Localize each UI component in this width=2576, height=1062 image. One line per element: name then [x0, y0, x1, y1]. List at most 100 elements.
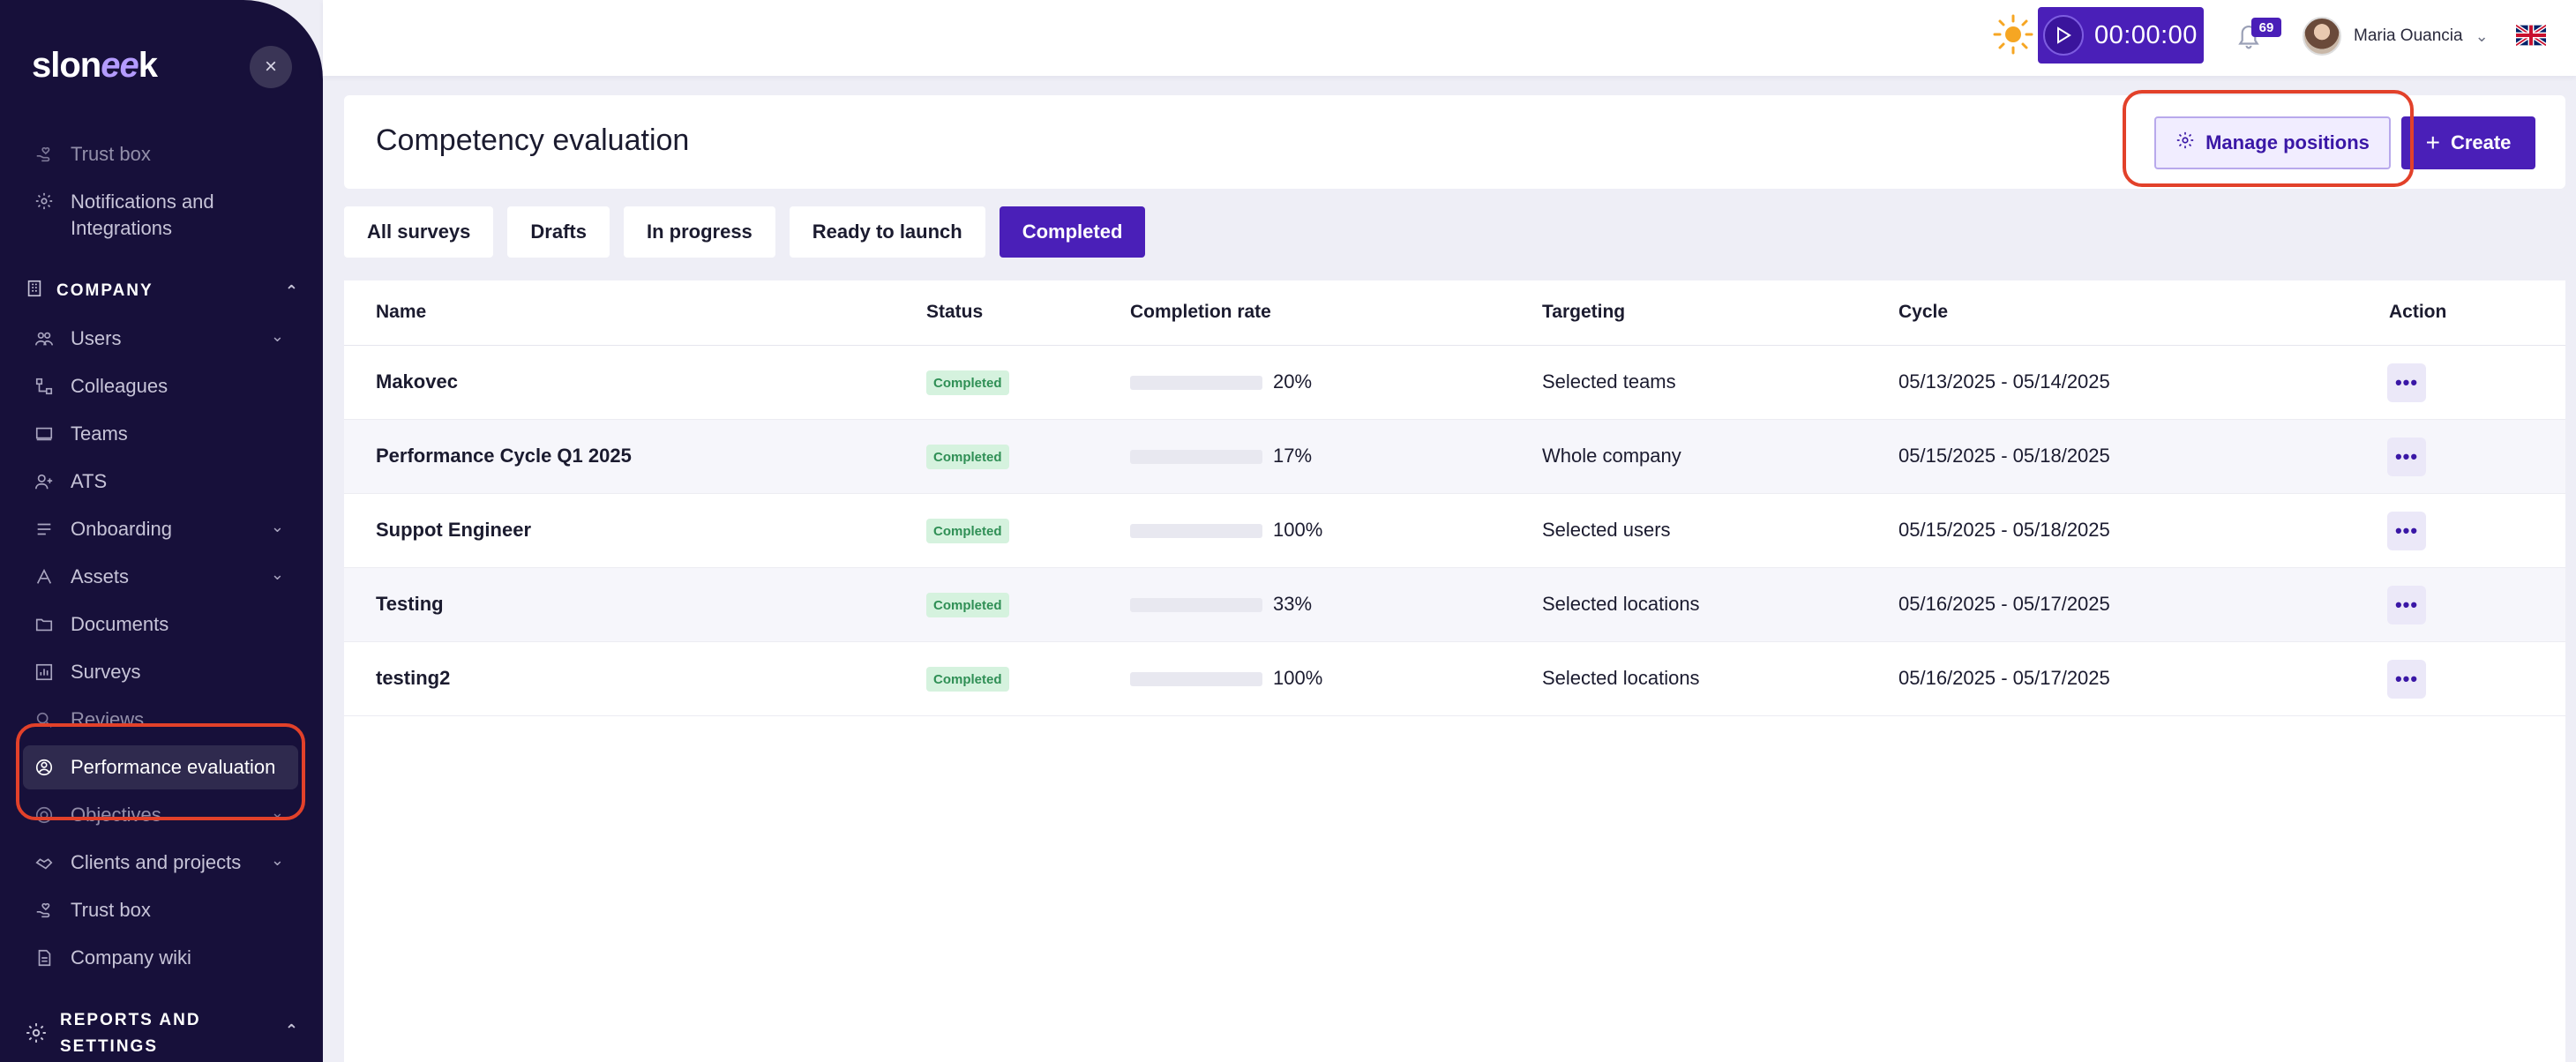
sidebar-item-label: Surveys: [71, 661, 141, 683]
completion-progress-bar: [1130, 450, 1262, 464]
tab-all-surveys[interactable]: All surveys: [344, 206, 494, 258]
completion-progress-bar: [1130, 598, 1262, 612]
row-name[interactable]: Makovec: [376, 370, 458, 393]
sidebar-item-label: Assets: [71, 565, 130, 587]
users-icon: [34, 328, 55, 349]
manage-positions-button[interactable]: Manage positions: [2154, 116, 2391, 169]
hand-heart-icon: [34, 144, 55, 165]
row-name[interactable]: Testing: [376, 593, 444, 615]
sidebar-item-colleagues[interactable]: Colleagues: [23, 364, 298, 408]
chevron-up-icon: ⌃: [284, 1021, 300, 1039]
section-reports-label-line2: SETTINGS: [60, 1037, 159, 1056]
row-actions-button[interactable]: •••: [2387, 363, 2426, 402]
timer-display: 00:00:00: [2094, 20, 2198, 49]
play-icon[interactable]: [2043, 15, 2084, 56]
bar-chart-icon: [34, 662, 55, 683]
sidebar-item-label: ATS: [71, 470, 108, 492]
completion-progress-bar: [1130, 524, 1262, 538]
gear-icon: [25, 1021, 48, 1050]
page-header: Competency evaluation Manage positions +…: [344, 95, 2565, 189]
table-row[interactable]: Makovec Completed 20% Selected teams 05/…: [344, 346, 2565, 420]
performance-icon: [34, 757, 55, 778]
sidebar-item-label: Clients and projects: [71, 851, 242, 873]
table-row[interactable]: testing2 Completed 100% Selected locatio…: [344, 642, 2565, 716]
section-company[interactable]: COMPANY ⌃: [25, 273, 300, 309]
list-icon: [34, 519, 55, 540]
column-header-completion-rate[interactable]: Completion rate: [1130, 302, 1271, 322]
more-dots-icon: •••: [2394, 520, 2419, 542]
row-actions-button[interactable]: •••: [2387, 512, 2426, 550]
column-header-targeting[interactable]: Targeting: [1542, 302, 1626, 322]
completion-rate: 100%: [1273, 519, 1323, 541]
time-tracker[interactable]: 00:00:00: [2038, 7, 2204, 64]
sidebar-item-company-wiki[interactable]: Company wiki: [23, 936, 298, 980]
sidebar-item-teams[interactable]: Teams: [23, 412, 298, 456]
targeting: Selected users: [1542, 519, 1671, 541]
sidebar-item-documents[interactable]: Documents: [23, 602, 298, 647]
completion-rate: 100%: [1273, 667, 1323, 689]
column-header-cycle[interactable]: Cycle: [1898, 302, 1949, 322]
tab-in-progress[interactable]: In progress: [623, 206, 775, 258]
tab-drafts[interactable]: Drafts: [507, 206, 610, 258]
row-actions-button[interactable]: •••: [2387, 438, 2426, 476]
row-name[interactable]: Suppot Engineer: [376, 519, 531, 541]
building-icon: [25, 278, 44, 304]
chevron-down-icon: ⌄: [2475, 26, 2489, 45]
chevron-down-icon: ⌄: [270, 851, 284, 869]
table-row[interactable]: Suppot Engineer Completed 100% Selected …: [344, 494, 2565, 568]
targeting: Selected teams: [1542, 370, 1676, 393]
row-name[interactable]: testing2: [376, 667, 451, 689]
folder-icon: [34, 614, 55, 635]
handshake-icon: [34, 852, 55, 873]
status-badge: Completed: [926, 593, 1009, 617]
create-button[interactable]: + Create: [2401, 116, 2535, 169]
sidebar-item-ats[interactable]: ATS: [23, 460, 298, 504]
page-title: Competency evaluation: [376, 123, 690, 157]
row-actions-button[interactable]: •••: [2387, 586, 2426, 624]
sidebar-item-onboarding[interactable]: Onboarding ⌄: [23, 507, 298, 551]
completion-rate: 33%: [1273, 593, 1313, 615]
tab-completed[interactable]: Completed: [999, 206, 1146, 258]
section-reports-settings[interactable]: REPORTS AND SETTINGS ⌃: [25, 1007, 300, 1058]
sidebar-item-label: Company wiki: [71, 946, 191, 969]
sidebar-item-performance-evaluation[interactable]: Performance evaluation: [23, 745, 298, 789]
wiki-icon: [34, 947, 55, 969]
uk-flag-icon[interactable]: [2516, 25, 2546, 46]
cycle-dates: 05/13/2025 - 05/14/2025: [1898, 370, 2110, 393]
sidebar-item-label: Documents: [71, 613, 169, 635]
user-menu[interactable]: Maria Ouancia ⌄: [2303, 16, 2489, 56]
create-label: Create: [2450, 131, 2512, 153]
app-logo[interactable]: sloneek: [32, 46, 158, 86]
column-header-status[interactable]: Status: [926, 302, 984, 322]
sidebar-item-label: Colleagues: [71, 375, 168, 397]
sidebar-item-label: Performance evaluation: [71, 756, 276, 778]
close-sidebar-button[interactable]: ×: [250, 46, 292, 88]
table-row[interactable]: Testing Completed 33% Selected locations…: [344, 568, 2565, 642]
logo-text: slon: [32, 46, 101, 85]
chevron-down-icon: ⌄: [270, 327, 284, 345]
cycle-dates: 05/16/2025 - 05/17/2025: [1898, 593, 2110, 615]
teams-icon: [34, 423, 55, 445]
sun-icon[interactable]: [1991, 12, 2035, 56]
logo-loop: ee: [101, 46, 139, 85]
sidebar-item-clients-projects[interactable]: Clients and projects ⌄: [23, 841, 298, 885]
sidebar-item-trust-box-top[interactable]: Trust box: [23, 132, 298, 176]
highlight-outline-sidebar: [16, 723, 305, 820]
cycle-dates: 05/16/2025 - 05/17/2025: [1898, 667, 2110, 689]
completion-rate: 17%: [1273, 445, 1313, 467]
sidebar-item-trust-box[interactable]: Trust box: [23, 888, 298, 932]
assets-icon: [34, 566, 55, 587]
sidebar-item-label: Users: [71, 327, 122, 349]
table-row[interactable]: Performance Cycle Q1 2025 Completed 17% …: [344, 420, 2565, 494]
sidebar-item-notifications[interactable]: Notifications and Integrations: [23, 183, 298, 239]
tab-ready-to-launch[interactable]: Ready to launch: [789, 206, 985, 258]
sidebar-item-label: Teams: [71, 423, 128, 445]
sidebar-item-surveys[interactable]: Surveys: [23, 650, 298, 694]
row-name[interactable]: Performance Cycle Q1 2025: [376, 445, 632, 467]
sidebar-item-assets[interactable]: Assets ⌄: [23, 555, 298, 599]
logo-suffix: k: [138, 46, 158, 85]
column-header-name[interactable]: Name: [376, 302, 427, 322]
row-actions-button[interactable]: •••: [2387, 660, 2426, 699]
sidebar-item-users[interactable]: Users ⌄: [23, 317, 298, 361]
section-reports-label: REPORTS AND: [60, 1011, 201, 1029]
